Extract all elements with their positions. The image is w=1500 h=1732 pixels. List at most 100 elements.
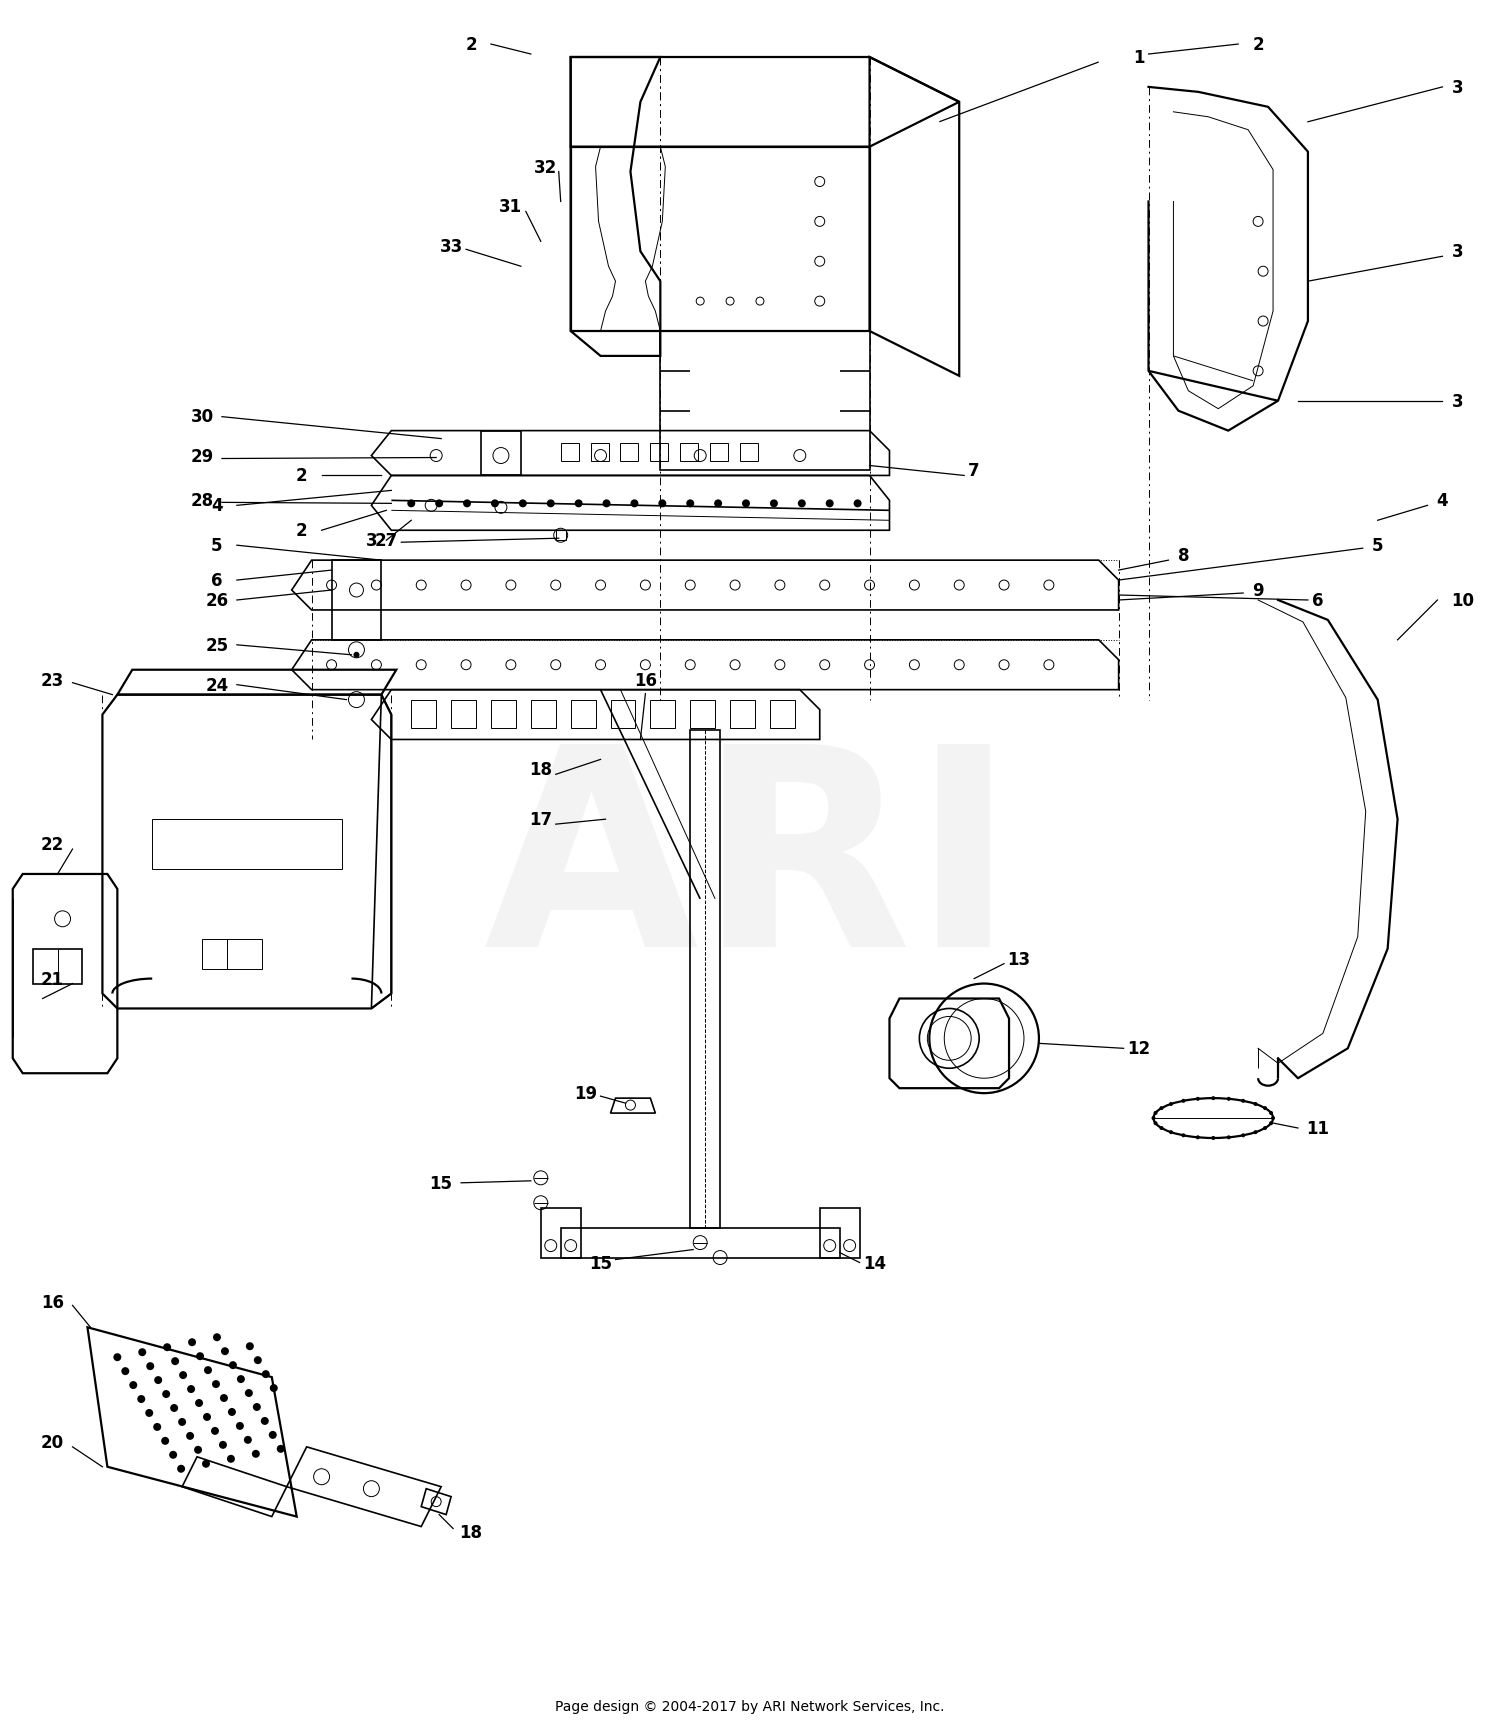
Text: 11: 11: [1306, 1119, 1329, 1138]
Text: 4: 4: [1437, 492, 1448, 509]
Circle shape: [160, 1438, 170, 1444]
Text: ARI: ARI: [484, 734, 1016, 1005]
Circle shape: [226, 1455, 236, 1464]
Bar: [770, 700, 795, 727]
Circle shape: [196, 1353, 204, 1360]
Text: 2: 2: [296, 521, 307, 540]
Circle shape: [1160, 1126, 1164, 1131]
Bar: [621, 443, 639, 461]
Text: 16: 16: [634, 672, 657, 689]
Circle shape: [246, 1342, 254, 1351]
Circle shape: [177, 1465, 184, 1472]
Bar: [561, 443, 579, 461]
Text: 1: 1: [1132, 48, 1144, 68]
Circle shape: [548, 501, 555, 507]
Circle shape: [1269, 1122, 1274, 1126]
Circle shape: [630, 501, 639, 507]
Bar: [681, 443, 698, 461]
Bar: [740, 443, 758, 461]
Bar: [730, 700, 754, 727]
Circle shape: [220, 1394, 228, 1403]
Circle shape: [1270, 1117, 1275, 1121]
Text: 3: 3: [366, 532, 376, 549]
Circle shape: [204, 1367, 212, 1373]
Circle shape: [211, 1427, 219, 1436]
Circle shape: [170, 1405, 178, 1412]
Circle shape: [138, 1396, 146, 1403]
Circle shape: [408, 501, 416, 507]
Circle shape: [1154, 1122, 1158, 1126]
Circle shape: [1212, 1096, 1215, 1100]
Text: 15: 15: [590, 1254, 612, 1271]
Circle shape: [153, 1424, 160, 1431]
Text: 23: 23: [40, 672, 64, 689]
Bar: [570, 700, 596, 727]
Circle shape: [354, 653, 360, 658]
Bar: [490, 700, 516, 727]
Circle shape: [154, 1377, 162, 1384]
Text: 22: 22: [40, 835, 64, 854]
Text: 6: 6: [1312, 592, 1323, 610]
Text: 18: 18: [530, 760, 552, 779]
Circle shape: [194, 1446, 202, 1453]
Circle shape: [1182, 1100, 1185, 1103]
Circle shape: [603, 501, 610, 507]
Circle shape: [658, 501, 666, 507]
Circle shape: [129, 1382, 138, 1389]
Circle shape: [1254, 1131, 1257, 1134]
Circle shape: [178, 1419, 186, 1425]
Circle shape: [219, 1441, 226, 1450]
Circle shape: [742, 501, 750, 507]
Circle shape: [188, 1339, 196, 1346]
Circle shape: [686, 501, 694, 507]
Circle shape: [1212, 1136, 1215, 1140]
Circle shape: [798, 501, 806, 507]
Text: 31: 31: [500, 199, 522, 216]
Text: 3: 3: [1452, 242, 1462, 262]
Text: 20: 20: [40, 1432, 64, 1451]
Bar: [531, 700, 555, 727]
Circle shape: [236, 1422, 244, 1431]
Text: 33: 33: [440, 239, 462, 256]
Circle shape: [164, 1344, 171, 1351]
Text: 25: 25: [206, 636, 228, 655]
Text: 24: 24: [206, 675, 228, 695]
Circle shape: [1269, 1112, 1274, 1115]
Bar: [411, 700, 436, 727]
Bar: [651, 443, 669, 461]
Circle shape: [825, 501, 834, 507]
Text: 10: 10: [1450, 592, 1474, 610]
Circle shape: [237, 1375, 244, 1384]
Text: 27: 27: [375, 532, 398, 549]
Text: 2: 2: [296, 468, 307, 485]
Text: 32: 32: [534, 159, 558, 177]
Circle shape: [188, 1386, 195, 1393]
Text: 5: 5: [211, 537, 222, 554]
Circle shape: [230, 1361, 237, 1370]
Text: Page design © 2004-2017 by ARI Network Services, Inc.: Page design © 2004-2017 by ARI Network S…: [555, 1699, 945, 1713]
Text: 2: 2: [1252, 36, 1264, 54]
Circle shape: [262, 1370, 270, 1379]
Circle shape: [220, 1347, 230, 1356]
Circle shape: [268, 1431, 278, 1439]
Circle shape: [1263, 1107, 1268, 1110]
Circle shape: [146, 1363, 154, 1370]
Circle shape: [1254, 1102, 1257, 1107]
Circle shape: [270, 1384, 278, 1393]
Circle shape: [261, 1417, 268, 1425]
Text: 19: 19: [574, 1084, 597, 1103]
Bar: [651, 700, 675, 727]
Circle shape: [114, 1353, 122, 1361]
Circle shape: [574, 501, 582, 507]
Circle shape: [1160, 1107, 1164, 1110]
Circle shape: [1168, 1102, 1173, 1107]
Circle shape: [170, 1451, 177, 1458]
Text: 8: 8: [1178, 547, 1190, 565]
Circle shape: [252, 1450, 260, 1458]
Circle shape: [1240, 1134, 1245, 1138]
Circle shape: [1168, 1131, 1173, 1134]
Circle shape: [1154, 1112, 1158, 1115]
Circle shape: [1182, 1134, 1185, 1138]
Circle shape: [186, 1432, 194, 1439]
Text: 12: 12: [1126, 1039, 1150, 1058]
